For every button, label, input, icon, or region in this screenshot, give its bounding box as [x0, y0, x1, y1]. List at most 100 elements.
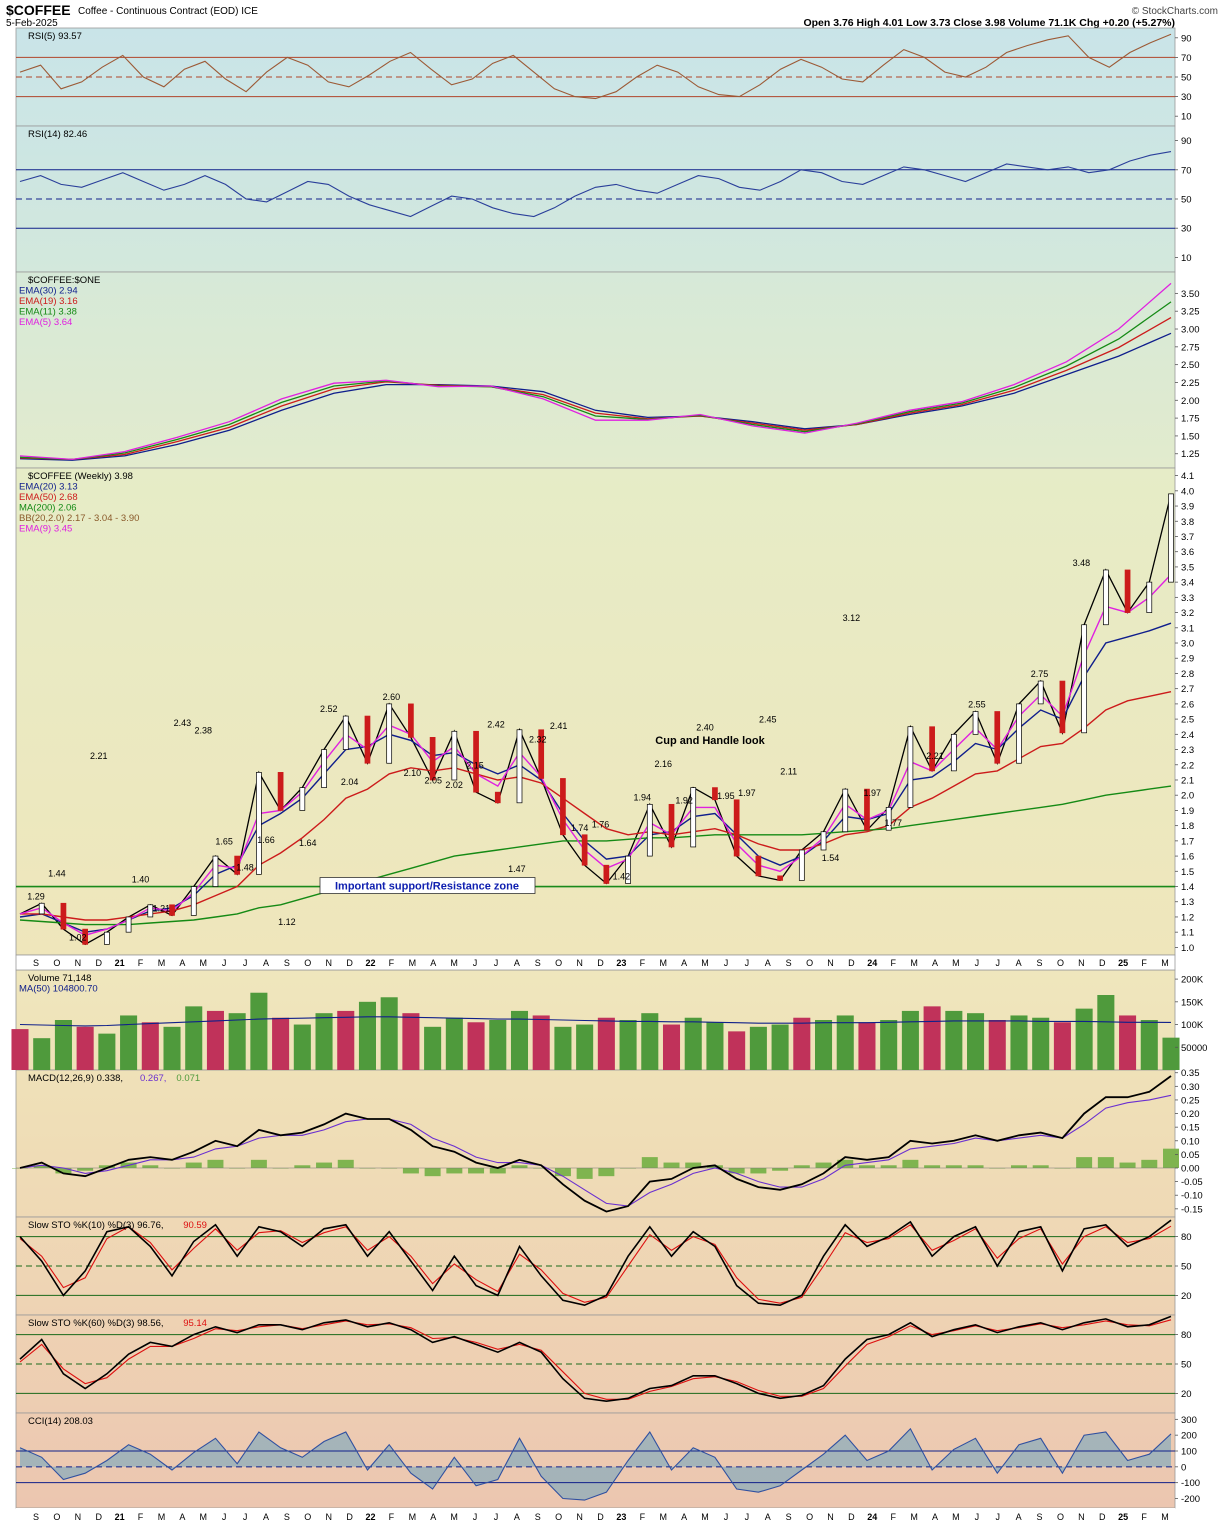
macd-histogram-bar	[706, 1165, 723, 1168]
y-tick-label: 0.30	[1181, 1082, 1200, 1093]
macd-histogram-bar	[33, 1165, 50, 1168]
price-candle	[755, 855, 762, 877]
x-tick-label: A	[765, 958, 771, 968]
x-tick-label: O	[304, 958, 311, 968]
y-tick-label: 3.0	[1181, 639, 1194, 650]
x-tick-label-bottom: J	[473, 1512, 478, 1522]
x-tick-label: D	[346, 958, 353, 968]
volume-bar	[967, 1013, 985, 1070]
volume-bar	[250, 992, 268, 1070]
price-annotation: 1.66	[257, 835, 275, 845]
sto60-k-line	[19, 1315, 1172, 1403]
volume-bar	[641, 1013, 659, 1070]
y-tick-label: 0	[1181, 1462, 1186, 1473]
y-tick-label: 1.9	[1181, 806, 1194, 817]
x-tick-label-bottom: N	[325, 1512, 332, 1522]
volume-bar	[206, 1010, 224, 1070]
rsi5-line	[19, 33, 1172, 100]
price-annotation: 2.42	[487, 719, 505, 729]
y-tick-label: 1.6	[1181, 852, 1194, 863]
x-tick-label: M	[409, 958, 417, 968]
x-tick-label-bottom: A	[263, 1512, 269, 1522]
x-tick-label: D	[95, 958, 102, 968]
price-annotation: 1.74	[571, 823, 589, 833]
volume-bar	[98, 1033, 116, 1070]
price-candle	[581, 834, 588, 866]
price-annotation: 2.75	[1031, 669, 1049, 679]
legend-entry: EMA(11) 3.38	[19, 307, 77, 318]
price-candle	[733, 799, 740, 857]
x-tick-label-bottom: S	[284, 1512, 290, 1522]
x-tick-label-bottom: O	[53, 1512, 60, 1522]
x-tick-label: M	[952, 958, 960, 968]
x-tick-label-bottom: F	[890, 1512, 896, 1522]
volume-bar	[1053, 1022, 1071, 1070]
legend-entry: Slow STO %K(60) %D(3) 98.56,	[28, 1318, 164, 1329]
volume-bar	[923, 1006, 941, 1070]
y-tick-label: 90	[1181, 33, 1192, 44]
y-tick-label: 1.7	[1181, 836, 1194, 847]
y-tick-label: 70	[1181, 165, 1192, 176]
rsi14-line	[19, 151, 1172, 218]
y-tick-label: 2.1	[1181, 775, 1194, 786]
price-annotation: 3.12	[843, 613, 861, 623]
legend-entry: 0.267,	[140, 1073, 166, 1084]
price-candle	[1016, 703, 1022, 764]
cci-area	[20, 1428, 1171, 1501]
y-tick-label: 0.20	[1181, 1109, 1200, 1120]
volume-bar	[272, 1017, 290, 1070]
y-tick-label: 3.3	[1181, 593, 1194, 604]
y-tick-label: 3.7	[1181, 532, 1194, 543]
price-candle	[256, 772, 262, 875]
y-tick-label: 300	[1181, 1415, 1197, 1426]
macd-histogram-bar	[185, 1162, 202, 1168]
x-tick-label-bottom: F	[389, 1512, 395, 1522]
price-annotation: 2.38	[194, 725, 212, 735]
x-tick-label: A	[932, 958, 938, 968]
volume-bar	[619, 1020, 637, 1070]
volume-bar	[315, 1013, 333, 1070]
x-tick-label: 23	[616, 958, 626, 968]
y-tick-label: 2.25	[1181, 378, 1200, 389]
price-annotation: 2.32	[529, 735, 547, 745]
price-candle	[169, 904, 175, 916]
y-tick-label: 4.1	[1181, 471, 1194, 482]
price-annotation: 3.48	[1073, 558, 1091, 568]
price-annotation: 1.76	[592, 820, 610, 830]
x-tick-label-bottom: D	[1099, 1512, 1106, 1522]
price-candle	[625, 855, 631, 884]
price-annotation: 2.40	[696, 722, 714, 732]
price-candle	[668, 803, 675, 848]
y-tick-label: 1.5	[1181, 867, 1194, 878]
price-annotation: 1.95	[717, 791, 735, 801]
x-tick-label-bottom: 23	[616, 1512, 626, 1522]
y-tick-label: 0.25	[1181, 1095, 1200, 1106]
volume-bar	[793, 1017, 811, 1070]
price-candle	[494, 791, 501, 804]
y-tick-label: 3.00	[1181, 325, 1200, 336]
price-annotation: 2.16	[654, 759, 672, 769]
support-note: Important support/Resistance zone	[335, 881, 519, 893]
x-tick-label: O	[1057, 958, 1064, 968]
chart-date: 5-Feb-2025	[6, 18, 58, 29]
price-annotation: 2.04	[341, 777, 359, 787]
x-tick-label-bottom: 24	[867, 1512, 877, 1522]
macd-histogram-bar	[1076, 1157, 1093, 1168]
legend-entry: $COFFEE (Weekly) 3.98	[28, 471, 133, 482]
price-candle	[234, 855, 241, 875]
volume-bar	[576, 1024, 594, 1070]
x-tick-label-bottom: A	[179, 1512, 185, 1522]
macd-histogram-bar	[945, 1165, 962, 1168]
x-tick-label-bottom: N	[1078, 1512, 1085, 1522]
price-annotation: 1.44	[48, 868, 66, 878]
x-tick-label: 21	[115, 958, 125, 968]
cci-line	[19, 1427, 1172, 1501]
support-note-box	[319, 877, 536, 894]
volume-bar	[445, 1017, 463, 1070]
x-tick-label-bottom: A	[765, 1512, 771, 1522]
macd-histogram-bar	[924, 1165, 941, 1168]
price-candle	[277, 772, 284, 811]
x-tick-label: A	[179, 958, 185, 968]
price-candle	[777, 875, 783, 881]
